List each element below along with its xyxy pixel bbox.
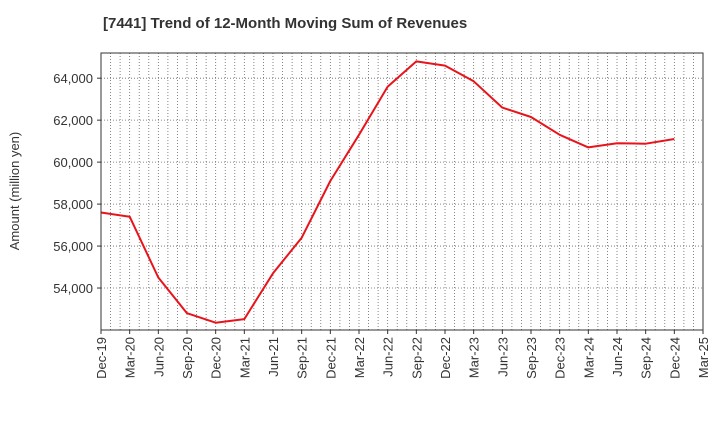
x-tick-label: Mar-20 <box>123 337 138 378</box>
x-tick-label: Jun-21 <box>266 337 281 377</box>
x-tick-label: Sep-23 <box>524 337 539 379</box>
x-tick-label: Mar-22 <box>352 337 367 378</box>
y-axis-ticks: 54,000 56,000 58,000 60,000 62,000 64,000 <box>53 71 101 296</box>
y-tick-label: 60,000 <box>53 155 93 170</box>
x-tick-label: Sep-24 <box>639 337 654 379</box>
x-tick-label: Dec-19 <box>94 337 109 379</box>
y-tick-label: 64,000 <box>53 71 93 86</box>
x-tick-label: Dec-21 <box>323 337 338 379</box>
x-tick-label: Jun-20 <box>151 337 166 377</box>
x-tick-label: Dec-24 <box>667 337 682 379</box>
x-tick-label: Dec-22 <box>438 337 453 379</box>
x-tick-label: Jun-22 <box>381 337 396 377</box>
y-tick-label: 62,000 <box>53 113 93 128</box>
y-axis-label: Amount (million yen) <box>7 132 22 251</box>
x-tick-label: Dec-23 <box>553 337 568 379</box>
x-tick-label: Jun-24 <box>610 337 625 377</box>
y-tick-label: 56,000 <box>53 239 93 254</box>
x-tick-label: Mar-24 <box>581 337 596 378</box>
grid <box>101 53 703 330</box>
x-tick-label: Sep-22 <box>409 337 424 379</box>
x-tick-label: Sep-21 <box>295 337 310 379</box>
x-tick-label: Jun-23 <box>495 337 510 377</box>
x-tick-label: Mar-23 <box>467 337 482 378</box>
x-tick-label: Dec-20 <box>209 337 224 379</box>
x-tick-label: Mar-21 <box>237 337 252 378</box>
y-tick-label: 58,000 <box>53 197 93 212</box>
chart-title: [7441] Trend of 12-Month Moving Sum of R… <box>103 15 467 32</box>
x-tick-label: Mar-25 <box>696 337 711 378</box>
series-line <box>101 61 674 322</box>
series-layer <box>101 61 675 322</box>
x-axis-ticks: Dec-19 Mar-20 Jun-20 Sep-20 Dec-20 Mar-21 Jun-… <box>94 330 711 379</box>
x-tick-label: Sep-20 <box>180 337 195 379</box>
y-tick-label: 54,000 <box>53 281 93 296</box>
plot-frame <box>101 53 703 330</box>
plot-border <box>101 53 703 330</box>
